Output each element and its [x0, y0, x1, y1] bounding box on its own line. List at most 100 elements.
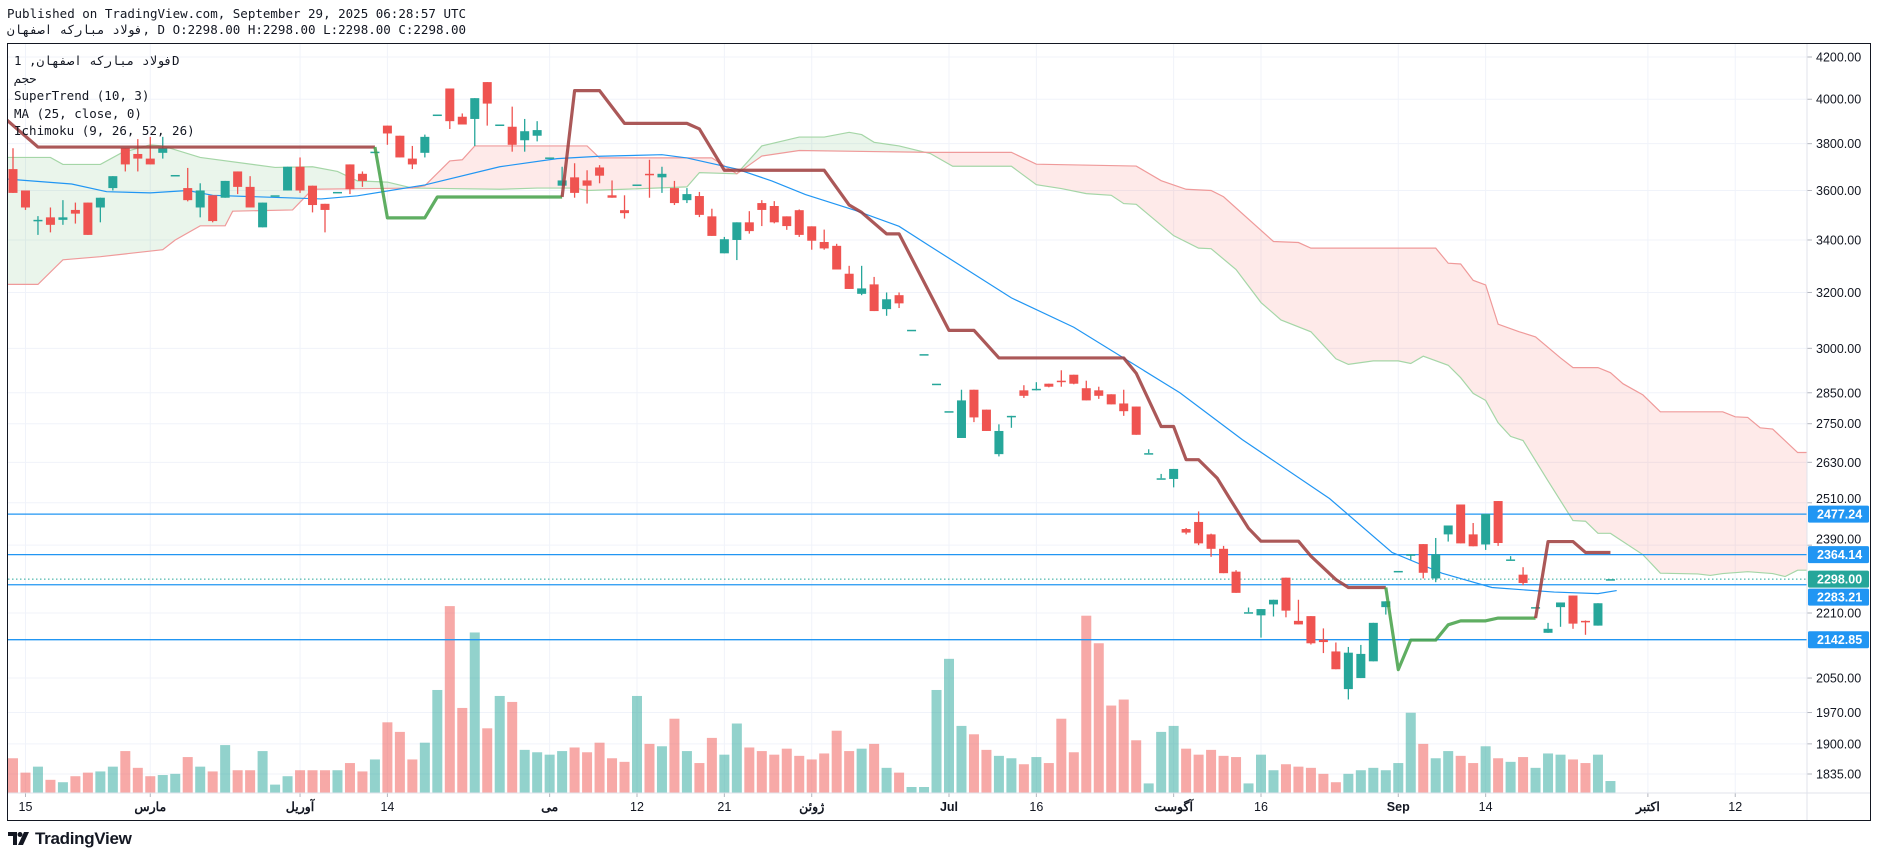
candle-body: [620, 210, 630, 214]
candle: [33, 216, 43, 235]
candle: [8, 148, 18, 193]
candle: [570, 163, 580, 198]
volume-bar: [1605, 781, 1616, 793]
candle-body: [245, 186, 255, 208]
candle-body: [1231, 571, 1241, 593]
candle: [1156, 473, 1166, 480]
volume-bar: [769, 754, 780, 793]
candle: [357, 171, 367, 187]
candle: [1119, 389, 1129, 416]
candle: [844, 265, 854, 289]
ichimoku-cloud-bullish: [736, 132, 928, 174]
x-tick-label: Jul: [940, 800, 958, 814]
candle-body: [495, 124, 505, 127]
candle-body: [445, 88, 455, 122]
candle-body: [1331, 651, 1341, 670]
candle-body: [1368, 622, 1378, 662]
tradingview-logo[interactable]: TradingView: [8, 829, 132, 849]
volume-bar: [444, 606, 455, 793]
volume-bar: [432, 689, 443, 793]
volume-bar: [282, 776, 293, 793]
candle: [1368, 622, 1378, 662]
x-tick-label: Sep: [1387, 800, 1410, 814]
published-info: Published on TradingView.com, September …: [7, 6, 467, 21]
candle-body: [907, 329, 917, 332]
volume-bar: [107, 766, 118, 793]
volume-bar: [82, 772, 93, 793]
legend-ma[interactable]: MA (25, close, 0): [14, 105, 142, 121]
candle: [1144, 449, 1154, 455]
x-tick-label: می: [541, 800, 558, 814]
volume-bar: [482, 728, 493, 793]
candle-body: [694, 196, 704, 215]
volume-bar: [1131, 740, 1142, 793]
candle-body: [208, 195, 218, 222]
candle: [669, 180, 679, 206]
candle: [70, 202, 80, 224]
volume-bar: [1181, 748, 1192, 793]
candle: [1006, 415, 1016, 428]
volume-bar: [145, 776, 156, 793]
volume-bar: [1218, 755, 1229, 793]
candle: [1281, 577, 1291, 618]
volume-bar: [1543, 753, 1554, 793]
x-tick-label: 16: [1029, 800, 1043, 814]
candle-body: [757, 203, 767, 210]
candle-body: [882, 299, 892, 310]
volume-bar: [981, 749, 992, 793]
volume-bar: [95, 771, 106, 793]
volume-bar: [1443, 751, 1454, 793]
candle-body: [320, 203, 330, 210]
candle-body: [919, 354, 929, 356]
candle-body: [1094, 390, 1104, 396]
candle-body: [832, 245, 842, 270]
candle: [1593, 603, 1603, 626]
candle-body: [1069, 374, 1079, 384]
candle: [395, 135, 405, 158]
candle-body: [744, 222, 754, 232]
legend-symbol[interactable]: فولاد مبارکه اصفهان, 1D: [14, 53, 180, 68]
candle-body: [470, 98, 480, 119]
volume-bar: [656, 746, 667, 793]
volume-bar: [731, 723, 742, 793]
volume-bar: [919, 787, 930, 793]
candle-body: [1019, 390, 1029, 396]
candle: [1019, 385, 1029, 398]
x-tick-label: آوریل: [286, 798, 316, 815]
candle-body: [1468, 534, 1478, 547]
volume-bar: [1343, 773, 1354, 793]
candle: [1556, 602, 1566, 627]
volume-bar: [1231, 757, 1242, 793]
candle: [58, 200, 68, 225]
volume-bar: [57, 782, 68, 793]
candle-body: [1318, 639, 1328, 643]
x-tick-label: ژوئن: [799, 800, 824, 815]
candle: [1518, 567, 1528, 586]
candle-body: [1293, 620, 1303, 625]
candle-body: [83, 202, 93, 235]
candle-body: [1194, 521, 1204, 544]
volume-bar: [1318, 773, 1329, 793]
volume-bar: [968, 734, 979, 793]
candle: [283, 166, 293, 191]
candle-body: [95, 197, 105, 208]
candle: [120, 148, 130, 172]
candle-body: [70, 209, 80, 214]
volume-bar: [220, 745, 231, 793]
volume-bar: [1293, 766, 1304, 793]
legend-volume[interactable]: حجم: [14, 70, 37, 86]
candle-body: [1206, 534, 1216, 549]
legend-supertrend[interactable]: SuperTrend (10, 3): [14, 88, 150, 104]
axes: 4200.00 4000.00 3800.00 3600.00 3400.00 3200.…: [8, 44, 1871, 821]
legend-ichimoku[interactable]: Ichimoku (9, 26, 52, 26): [14, 123, 195, 139]
candle: [907, 329, 917, 332]
volume-bar: [1380, 770, 1391, 793]
candle-body: [395, 135, 405, 158]
price-tag: [1808, 546, 1869, 564]
candle: [1268, 599, 1278, 617]
volume-bar: [1243, 783, 1254, 793]
candle-body: [782, 216, 792, 227]
candle-body: [1156, 478, 1166, 480]
volume-bar: [906, 787, 917, 793]
